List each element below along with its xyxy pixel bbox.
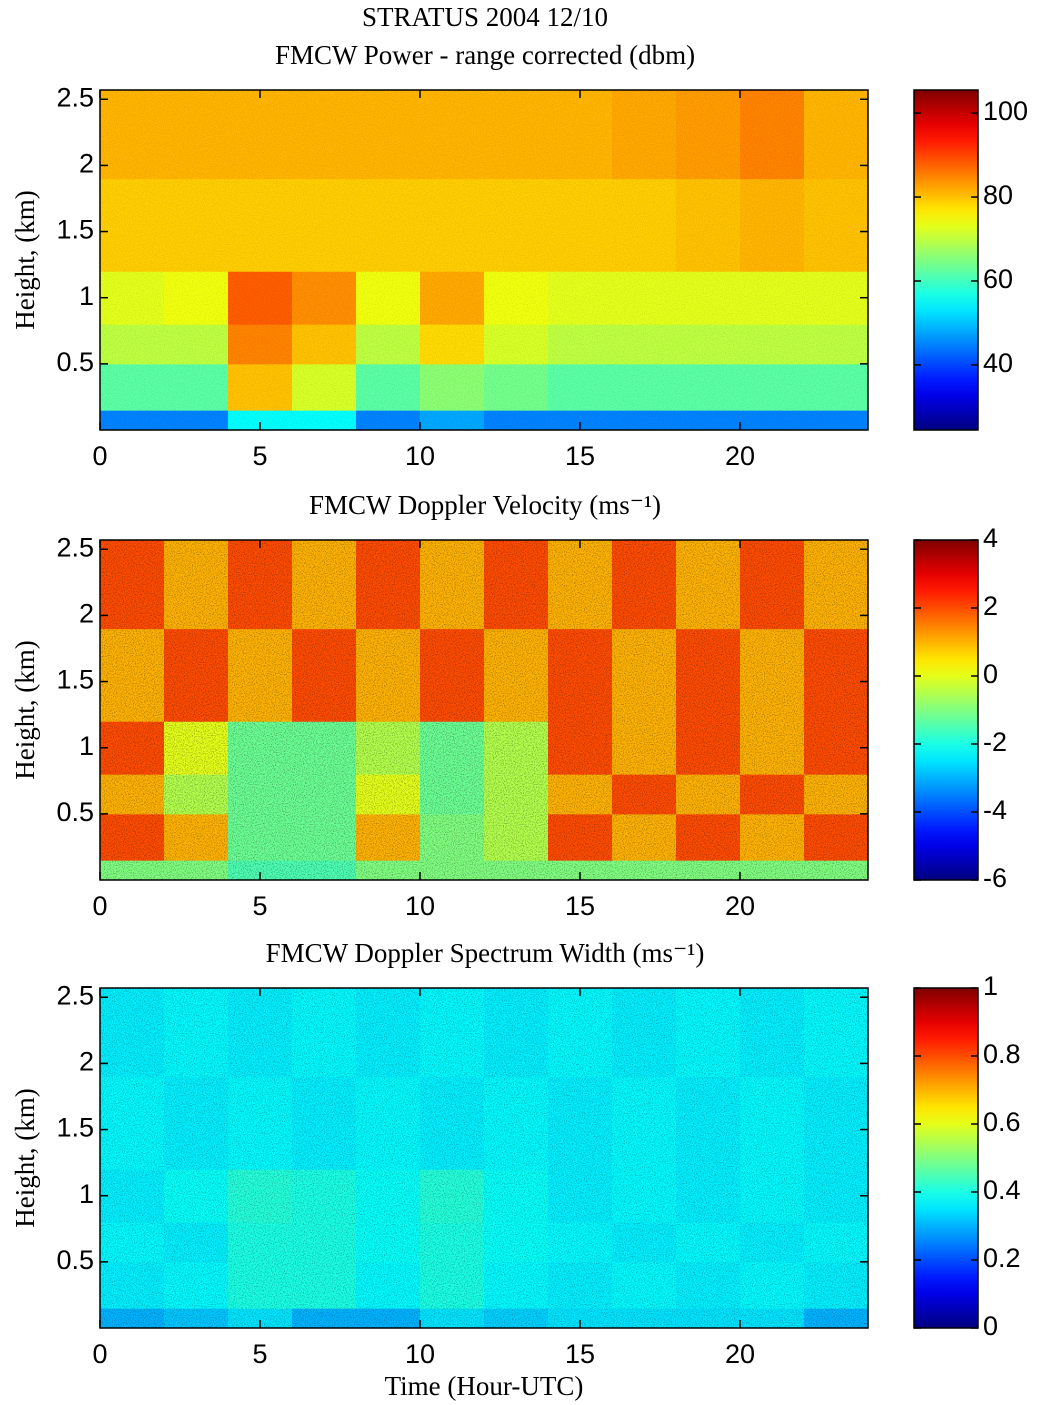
noise-texture [100,90,868,430]
y-tick-label: 0.5 [56,347,94,377]
colorbar-tick-label: -6 [983,863,1007,893]
x-tick-label: 10 [405,891,435,921]
y-axis-label: Height, (km) [10,190,40,329]
x-axis-label: Time (Hour-UTC) [385,1371,584,1401]
plot-frame [99,539,869,881]
colorbar-tick-label: 1 [983,971,998,1001]
colorbar-tick-label: 0.2 [983,1243,1021,1273]
x-tick-label: 0 [92,891,107,921]
plot-frame [99,987,869,1329]
y-tick-label: 1 [79,731,94,761]
x-tick-label: 15 [565,891,595,921]
colorbar-tick-label: 100 [983,96,1028,126]
x-tick-label: 5 [252,441,267,471]
y-tick-label: 2 [79,599,94,629]
y-axis-label: Height, (km) [10,640,40,779]
x-tick-label: 10 [405,1339,435,1369]
colorbar [913,987,979,1329]
y-tick-label: 0.5 [56,797,94,827]
y-tick-label: 1.5 [56,665,94,695]
x-tick-label: 5 [252,1339,267,1369]
colorbar-tick-label: 2 [983,591,998,621]
colorbar-tick-label: 0 [983,659,998,689]
x-tick-label: 0 [92,441,107,471]
y-tick-label: 2 [79,1047,94,1077]
colorbar-tick-label: 60 [983,264,1013,294]
x-tick-label: 15 [565,441,595,471]
x-tick-label: 20 [725,1339,755,1369]
y-tick-label: 2 [79,149,94,179]
x-tick-label: 15 [565,1339,595,1369]
colorbar-tick-label: 0 [983,1311,998,1341]
panel-title: FMCW Doppler Spectrum Width (ms⁻¹) [266,938,705,968]
colorbar-tick-label: 0.4 [983,1175,1021,1205]
panel-title: FMCW Doppler Velocity (ms⁻¹) [309,490,661,520]
x-tick-label: 20 [725,441,755,471]
y-axis-label: Height, (km) [10,1088,40,1227]
y-tick-label: 1.5 [56,215,94,245]
y-tick-label: 1 [79,281,94,311]
noise-texture [100,988,868,1328]
panel-title: FMCW Power - range corrected (dbm) [275,40,695,70]
plot-frame [99,89,869,431]
y-tick-label: 2.5 [56,82,94,112]
y-tick-label: 2.5 [56,532,94,562]
y-tick-label: 2.5 [56,980,94,1010]
x-tick-label: 0 [92,1339,107,1369]
y-tick-label: 1 [79,1179,94,1209]
colorbar-tick-label: 0.8 [983,1039,1021,1069]
colorbar-tick-label: 80 [983,180,1013,210]
y-tick-label: 1.5 [56,1113,94,1143]
colorbar-tick-label: -2 [983,727,1007,757]
x-tick-label: 10 [405,441,435,471]
colorbar-tick-label: 0.6 [983,1107,1021,1137]
x-tick-label: 5 [252,891,267,921]
colorbar-tick-label: 4 [983,523,998,553]
y-tick-label: 0.5 [56,1245,94,1275]
colorbar [913,539,979,881]
colorbar-tick-label: -4 [983,795,1007,825]
noise-texture [100,540,868,880]
figure-title: STRATUS 2004 12/10 [362,2,608,32]
colorbar-tick-label: 40 [983,348,1013,378]
x-tick-label: 20 [725,891,755,921]
colorbar [913,89,979,431]
